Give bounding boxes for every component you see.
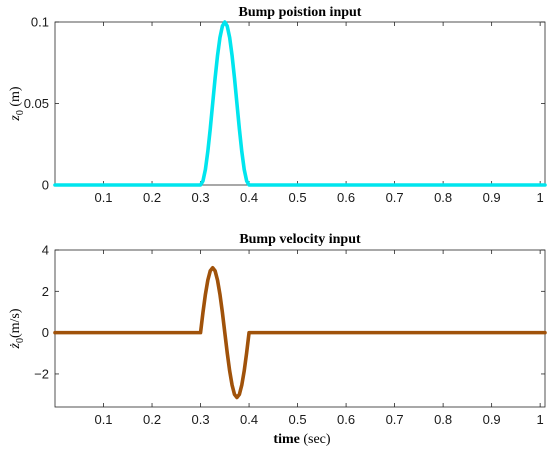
series-line-1 [53, 20, 547, 187]
y-axis-label: ż0(m/s) [8, 308, 26, 349]
chart-1: Bump poistion input 0.1 0.2 0.3 0.4 0.5 0.6 0.7… [8, 5, 547, 205]
x-tick-label: 0.2 [143, 412, 161, 427]
x-tick-label: 0.5 [289, 412, 307, 427]
x-tick-label: 0.4 [240, 190, 258, 205]
y-tick-label: −2 [34, 366, 49, 381]
plot-area [54, 21, 546, 186]
x-tick-label: 1 [537, 412, 544, 427]
chart-title: Bump poistion input [239, 5, 362, 20]
series-line-1 [53, 265, 547, 400]
x-tick-label: 0.6 [337, 190, 355, 205]
y-tick-label: 0.05 [24, 96, 49, 111]
x-tick-label: 0.3 [192, 190, 210, 205]
x-tick-label: 0.6 [337, 412, 355, 427]
x-tick-label: 0.9 [483, 412, 501, 427]
x-axis-label: time (sec) [273, 432, 330, 447]
y-tick-label: 2 [42, 284, 49, 299]
y-tick-label: 0 [42, 178, 49, 193]
x-tick-label: 0.8 [434, 412, 452, 427]
chart-2: Bump velocity input 0.1 0.2 0.3 0.4 0.5 0.6 0.7… [8, 232, 547, 447]
plot-area [54, 249, 546, 408]
x-tick-label: 0.4 [240, 412, 258, 427]
y-axis-label: z0 (m) [8, 86, 26, 122]
x-tick-label: 0.7 [386, 412, 404, 427]
y-tick-label: 4 [42, 243, 49, 258]
chart-title: Bump velocity input [239, 232, 361, 247]
y-tick-label: 0.1 [31, 15, 49, 30]
x-tick-label: 0.5 [289, 190, 307, 205]
x-tick-label: 0.1 [94, 412, 112, 427]
x-tick-label: 1 [537, 190, 544, 205]
x-tick-label: 0.9 [483, 190, 501, 205]
y-tick-label: 0 [42, 325, 49, 340]
x-tick-label: 0.7 [386, 190, 404, 205]
x-tick-label: 0.1 [94, 190, 112, 205]
x-tick-label: 0.8 [434, 190, 452, 205]
x-tick-label: 0.2 [143, 190, 161, 205]
x-tick-label: 0.3 [192, 412, 210, 427]
